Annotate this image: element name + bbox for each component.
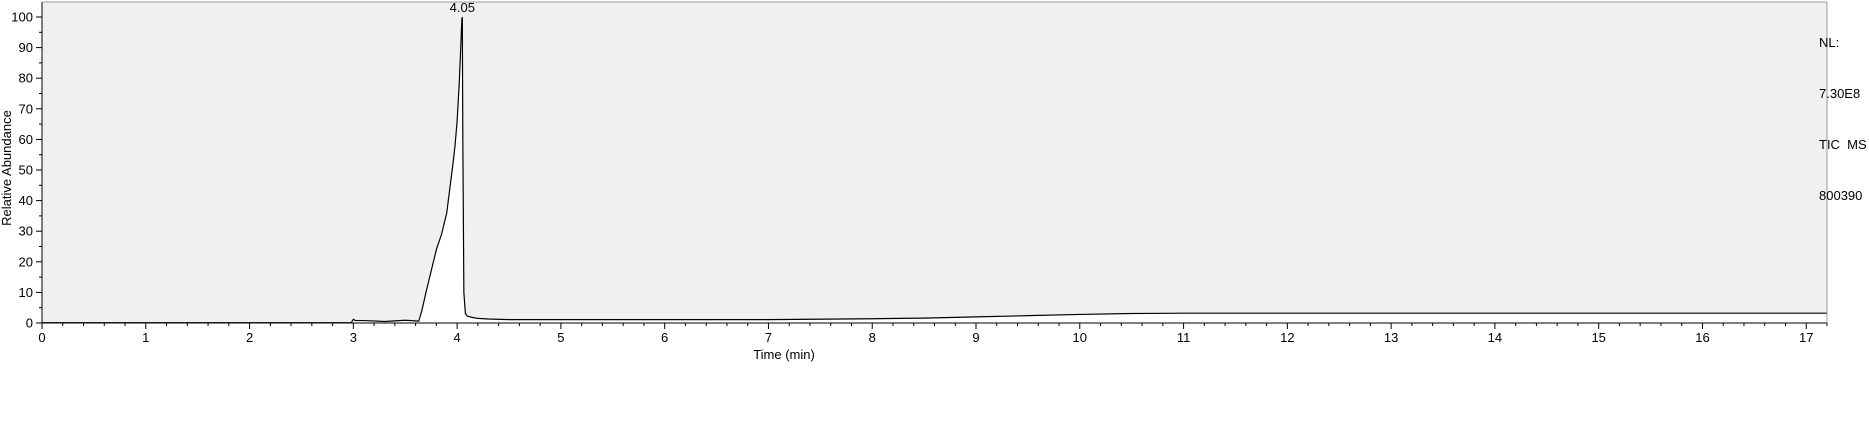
y-tick-label: 0 [26, 316, 33, 331]
x-tick-label: 15 [1591, 330, 1605, 345]
y-tick-label: 50 [19, 163, 33, 178]
x-tick-label: 7 [765, 330, 772, 345]
y-tick-label: 90 [19, 40, 33, 55]
file-label: 800390 [1819, 188, 1863, 203]
x-tick-label: 8 [869, 330, 876, 345]
x-tick-label: 14 [1488, 330, 1502, 345]
x-tick-label: 4 [453, 330, 460, 345]
y-tick-label: 40 [19, 193, 33, 208]
x-tick-label: 5 [557, 330, 564, 345]
x-tick-label: 10 [1073, 330, 1087, 345]
y-tick-label: 30 [19, 224, 33, 239]
x-tick-label: 9 [972, 330, 979, 345]
x-tick-label: 13 [1384, 330, 1398, 345]
tic-trace-line [42, 16, 1827, 324]
plot-area [42, 2, 1827, 323]
y-tick-label: 100 [11, 10, 33, 25]
x-tick-label: 3 [350, 330, 357, 345]
normalization-annotation: NL: 7.30E8 TIC MS 800390 [1819, 0, 1867, 221]
y-tick-label: 70 [19, 101, 33, 116]
trace-label: TIC MS [1819, 137, 1867, 152]
x-tick-label: 2 [246, 330, 253, 345]
x-tick-label: 0 [38, 330, 45, 345]
x-tick-label: 17 [1799, 330, 1813, 345]
y-tick-label: 10 [19, 285, 33, 300]
y-axis-title: Relative Abundance [0, 110, 14, 226]
y-tick-label: 80 [19, 71, 33, 86]
y-tick-label: 20 [19, 254, 33, 269]
nl-value: 7.30E8 [1819, 86, 1861, 101]
x-tick-label: 12 [1280, 330, 1294, 345]
x-axis-title: Time (min) [753, 347, 815, 362]
y-tick-label: 60 [19, 132, 33, 147]
x-tick-label: 11 [1177, 330, 1191, 345]
nl-label: NL: [1819, 35, 1840, 50]
peak-label: 4.05 [450, 0, 475, 15]
x-tick-label: 16 [1695, 330, 1709, 345]
x-tick-label: 1 [142, 330, 149, 345]
x-tick-label: 6 [661, 330, 668, 345]
